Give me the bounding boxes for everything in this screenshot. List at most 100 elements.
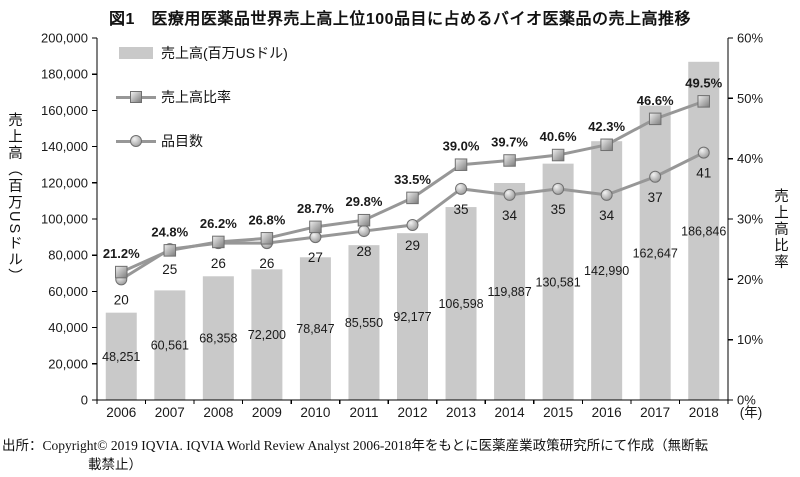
item-count-label: 26: [259, 256, 274, 271]
square-marker-icon: [600, 138, 613, 152]
right-tick-label: 30%: [737, 212, 763, 227]
items-line-circle-marker-icon: [116, 133, 156, 149]
ratio-percent-label: 26.8%: [248, 212, 285, 227]
square-marker-icon: [115, 265, 128, 279]
circle-marker-icon: [309, 231, 322, 244]
left-tick-label: 20,000: [48, 356, 88, 371]
bar-value-label: 106,598: [438, 297, 483, 311]
circle-marker-icon: [357, 225, 370, 238]
bar: [348, 245, 380, 400]
legend-item-ratio: 売上高比率: [116, 89, 288, 105]
square-marker-icon: [648, 112, 662, 126]
bar: [688, 61, 720, 400]
item-count-label: 41: [696, 166, 711, 181]
square-marker-icon: [551, 148, 565, 162]
ratio-percent-label: 39.7%: [491, 134, 528, 149]
legend-sales-label: 売上高(百万USドル): [161, 45, 288, 61]
right-tick-label: 0%: [737, 393, 756, 408]
x-unit-label: (年): [740, 405, 763, 420]
legend-ratio-label: 売上高比率: [161, 89, 231, 105]
ratio-percent-label: 49.5%: [685, 75, 722, 90]
left-tick-label: 120,000: [41, 175, 88, 190]
item-count-label: 20: [114, 292, 129, 307]
left-tick-label: 140,000: [41, 139, 88, 154]
chart-title: 図1 医療用医薬品世界売上高上位100品目に占めるバイオ医薬品の売上高推移: [108, 11, 692, 28]
year-label: 2007: [155, 405, 185, 420]
circle-marker-icon: [649, 170, 662, 183]
item-count-label: 27: [308, 250, 323, 265]
source-note: 出所：Copyright© 2019 IQVIA. IQVIA World Re…: [2, 436, 798, 474]
bar-value-label: 92,177: [393, 310, 431, 324]
bar: [639, 105, 671, 400]
item-count-label: 35: [551, 202, 566, 217]
bar: [154, 290, 186, 400]
year-label: 2012: [397, 405, 427, 420]
square-marker-icon: [357, 213, 371, 227]
left-tick-label: 0: [81, 393, 88, 408]
left-tick-label: 180,000: [41, 67, 88, 82]
circle-marker-icon: [552, 182, 565, 195]
right-tick-label: 40%: [737, 151, 763, 166]
item-count-label: 34: [502, 208, 518, 223]
year-label: 2014: [495, 405, 526, 420]
square-marker-icon: [697, 95, 710, 108]
bar-value-label: 186,846: [681, 224, 726, 238]
ratio-line-square-marker-icon: [116, 89, 156, 105]
year-label: 2015: [543, 405, 573, 420]
legend-items-label: 品目数: [161, 133, 203, 149]
ratio-percent-label: 24.8%: [151, 224, 188, 239]
left-axis-title: 売上高（百万USドル）: [6, 112, 22, 285]
right-tick-label: 50%: [737, 91, 763, 106]
bar-value-label: 85,550: [345, 316, 383, 330]
legend-item-sales: 売上高(百万USドル): [116, 45, 288, 61]
year-label: 2013: [446, 405, 476, 420]
right-axis-title: 売上高比率: [772, 188, 788, 271]
ratio-percent-label: 28.7%: [297, 201, 334, 216]
square-marker-icon: [309, 220, 322, 234]
left-tick-label: 60,000: [48, 284, 88, 299]
square-marker-icon: [406, 191, 419, 205]
left-tick-label: 200,000: [41, 31, 88, 46]
bar: [299, 257, 331, 400]
bar-value-label: 78,847: [296, 322, 334, 336]
ratio-percent-label: 21.2%: [103, 246, 140, 261]
bar: [494, 183, 526, 400]
bar: [202, 276, 234, 400]
left-tick-label: 40,000: [48, 320, 88, 335]
year-label: 2011: [349, 405, 378, 420]
circle-marker-icon: [503, 188, 516, 201]
bar-value-label: 68,358: [199, 332, 237, 346]
square-marker-icon: [260, 232, 274, 245]
ratio-percent-label: 40.6%: [540, 129, 577, 144]
circle-marker-icon: [406, 219, 419, 232]
right-tick-label: 60%: [737, 31, 763, 46]
year-label: 2017: [640, 405, 670, 420]
bar-value-label: 72,200: [248, 328, 286, 342]
year-label: 2010: [300, 405, 330, 420]
square-marker-icon: [454, 158, 468, 171]
bar: [542, 163, 574, 400]
left-tick-label: 80,000: [48, 248, 88, 263]
ratio-percent-label: 46.6%: [637, 93, 674, 108]
year-label: 2009: [252, 405, 282, 420]
circle-marker-icon: [697, 146, 710, 159]
plot-area: 48,251 60,561 68,358 72,200 78,847 85,550 92,1…: [41, 31, 763, 421]
item-count-label: 28: [356, 244, 371, 259]
right-tick-label: 10%: [737, 332, 763, 347]
year-label: 2016: [592, 405, 622, 420]
bar: [397, 233, 428, 400]
square-marker-icon: [163, 244, 177, 257]
square-marker-icon: [212, 235, 225, 249]
ratio-percent-label: 29.8%: [346, 194, 383, 209]
left-tick-label: 100,000: [41, 212, 88, 227]
bar: [445, 207, 477, 400]
bar: [105, 312, 137, 400]
right-tick-label: 20%: [737, 272, 763, 287]
circle-marker-icon: [600, 188, 613, 201]
ratio-percent-label: 33.5%: [394, 172, 431, 187]
bar-value-label: 142,990: [584, 264, 629, 278]
source-line-1: 出所：Copyright© 2019 IQVIA. IQVIA World Re…: [2, 438, 709, 453]
bar-value-label: 119,887: [487, 285, 531, 299]
sales-bar-swatch-icon: [116, 45, 156, 61]
